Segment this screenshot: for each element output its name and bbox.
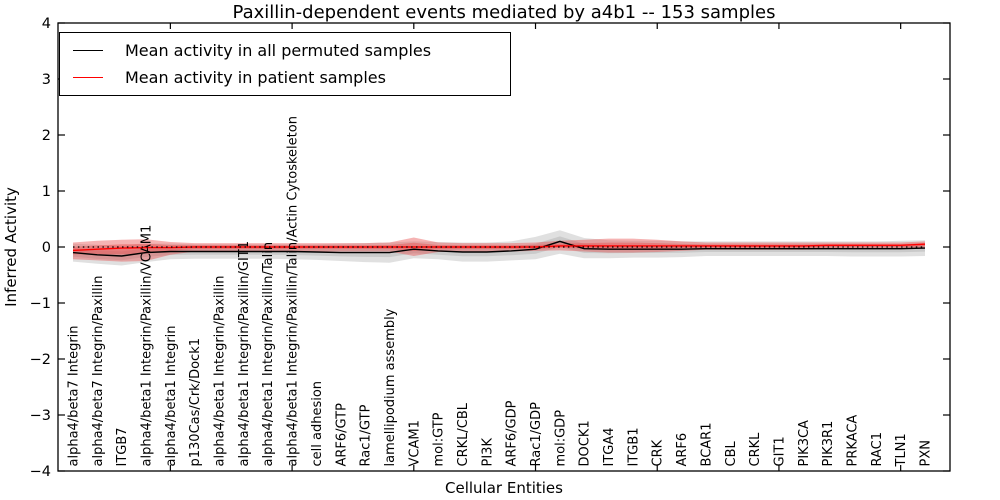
x-category-label: PXN (919, 440, 934, 466)
y-tick-label: 0 (42, 240, 51, 256)
legend-label-permuted: Mean activity in all permuted samples (125, 41, 432, 60)
y-tick-label: −3 (30, 408, 51, 424)
x-category-label: GIT1 (772, 436, 787, 466)
x-category-label: alpha4/beta7 Integrin/Paxillin (91, 275, 106, 466)
x-category-label: ARF6/GTP (334, 403, 349, 467)
permuted-line-sample (73, 50, 103, 51)
x-category-label: PIK3R1 (821, 421, 836, 467)
x-category-label: cell adhesion (310, 381, 325, 467)
x-axis-label: Cellular Entities (445, 479, 563, 497)
x-category-label: VCAM1 (407, 420, 422, 466)
patient-band-outer (73, 237, 925, 262)
x-category-label: RAC1 (870, 432, 885, 467)
y-tick-label: 3 (42, 72, 51, 88)
x-category-label: DOCK1 (578, 420, 593, 466)
x-category-label: ITGA4 (602, 427, 617, 466)
legend-item-permuted: Mean activity in all permuted samples (60, 38, 510, 64)
x-category-label: PI3K (480, 438, 495, 467)
legend-label-patient: Mean activity in patient samples (125, 68, 386, 87)
x-category-label: TLN1 (894, 433, 909, 467)
permuted-mean-line (72, 240, 926, 257)
x-category-label: Rac1/GTP (359, 404, 374, 466)
y-tick-label: 2 (42, 128, 51, 144)
legend-item-patient: Mean activity in patient samples (60, 65, 510, 91)
x-category-label: p130Cas/Crk/Dock1 (188, 338, 203, 467)
x-category-label: mol:GDP (553, 410, 568, 467)
x-category-label: ARF6/GDP (505, 400, 520, 466)
x-category-label: alpha4/beta1 Integrin/Paxillin/Talin (261, 242, 276, 467)
x-category-label: ARF6 (675, 433, 690, 467)
x-category-label: alpha4/beta1 Integrin/Paxillin/VCAM1 (140, 225, 155, 467)
y-tick-label: 4 (42, 16, 51, 32)
x-category-label: CRKL (748, 432, 763, 467)
y-tick-label: −4 (30, 464, 51, 480)
x-category-label: lamellipodium assembly (383, 308, 398, 466)
legend: Mean activity in all permuted samples Me… (59, 32, 511, 96)
x-category-label: ITGB1 (626, 427, 641, 466)
x-category-label: mol:GTP (432, 412, 447, 466)
x-category-label: CRK (651, 439, 666, 466)
x-category-label: alpha4/beta1 Integrin (164, 325, 179, 466)
x-category-label: CBL (724, 441, 739, 467)
x-category-label: BCAR1 (699, 423, 714, 467)
permuted-band-outer (73, 230, 925, 266)
patient-line-sample (73, 77, 103, 78)
x-category-label: PIK3CA (797, 420, 812, 467)
patient-mean-line (72, 243, 926, 252)
y-axis-label: Inferred Activity (2, 187, 20, 307)
x-category-label: alpha4/beta7 Integrin (67, 325, 82, 466)
y-tick-label: −1 (30, 296, 51, 312)
x-category-label: CRKL/CBL (456, 402, 471, 466)
x-category-label: PRKACA (845, 415, 860, 467)
x-category-label: alpha4/beta1 Integrin/Paxillin (213, 275, 228, 466)
x-category-label: alpha4/beta1 Integrin/Paxillin/GIT1 (237, 241, 252, 467)
x-category-label: ITGB7 (115, 427, 130, 466)
x-category-label: Rac1/GDP (529, 402, 544, 467)
x-category-label: alpha4/beta1 Integrin/Paxillin/Talin/Act… (286, 116, 301, 466)
chart-title: Paxillin-dependent events mediated by a4… (232, 2, 776, 23)
y-tick-label: 1 (42, 184, 51, 200)
y-tick-label: −2 (30, 352, 51, 368)
permuted-band-inner (73, 236, 925, 261)
